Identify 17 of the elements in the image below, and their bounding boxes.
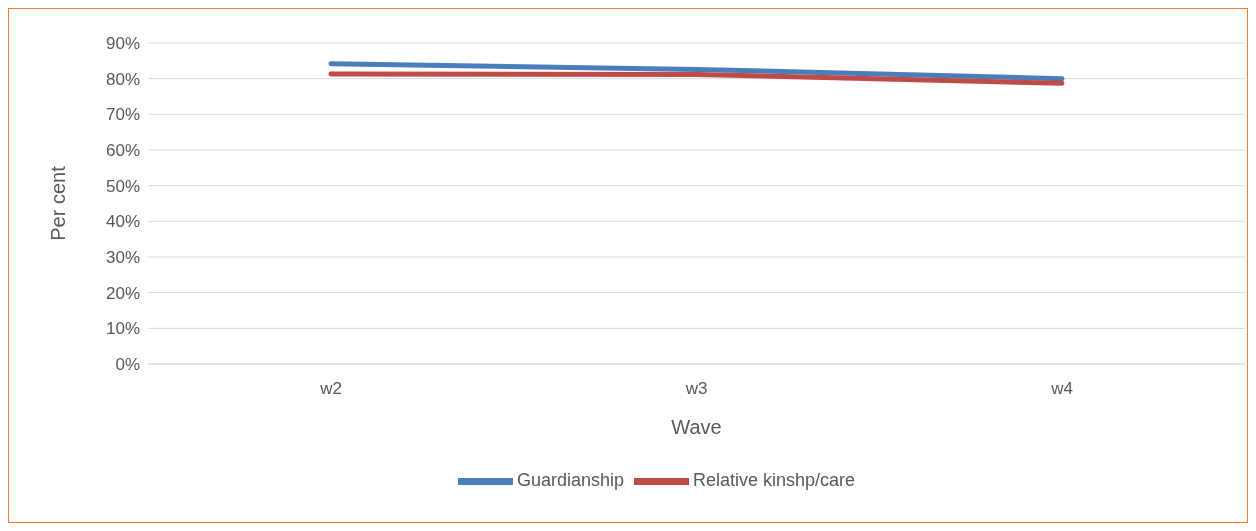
y-axis-title: Per cent bbox=[47, 165, 70, 241]
y-tick-label: 70% bbox=[105, 105, 140, 125]
y-tick-label: 20% bbox=[105, 283, 140, 303]
x-tick-label: w3 bbox=[684, 379, 708, 399]
y-tick-label: 30% bbox=[105, 248, 140, 268]
y-tick-label: 40% bbox=[105, 212, 140, 232]
y-tick-label: 80% bbox=[105, 69, 140, 89]
x-tick-label: w4 bbox=[1050, 379, 1073, 399]
legend-label: Guardianship bbox=[516, 470, 624, 491]
y-tick-label: 60% bbox=[105, 141, 140, 161]
legend-label: Relative kinshp/care bbox=[692, 470, 856, 491]
x-tick-label: w2 bbox=[319, 379, 342, 399]
y-tick-label: 0% bbox=[115, 355, 140, 375]
y-tick-label: 10% bbox=[105, 319, 140, 339]
y-tick-label: 90% bbox=[105, 34, 140, 54]
x-axis-title: Wave bbox=[671, 416, 722, 438]
y-tick-label: 50% bbox=[105, 176, 140, 196]
